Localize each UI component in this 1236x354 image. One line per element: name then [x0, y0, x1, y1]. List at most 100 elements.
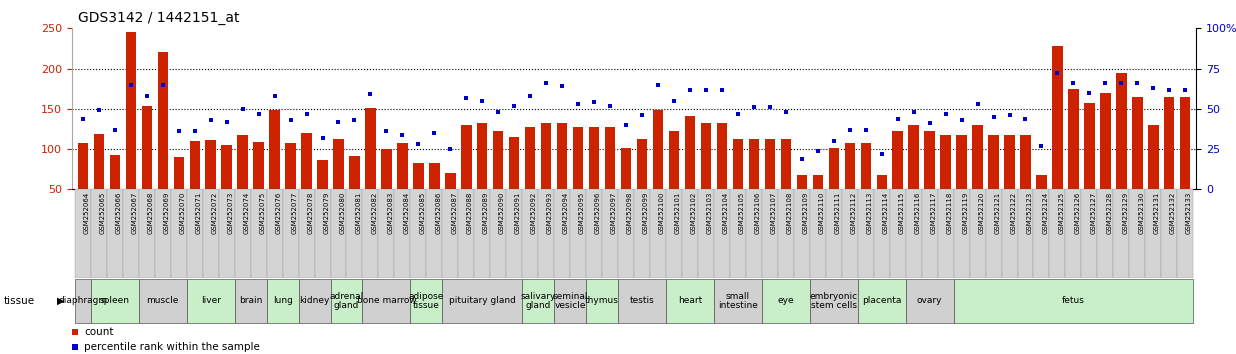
- Point: [936, 111, 955, 116]
- Text: GSM252081: GSM252081: [355, 192, 361, 234]
- Point: [371, 139, 391, 145]
- Text: GSM252090: GSM252090: [499, 192, 506, 234]
- Bar: [157, 52, 168, 189]
- Bar: [330, 279, 362, 323]
- Text: GSM252129: GSM252129: [1122, 192, 1128, 234]
- Bar: [187, 279, 235, 323]
- Point: [1095, 80, 1115, 86]
- Text: GSM252112: GSM252112: [850, 192, 857, 234]
- Bar: [362, 189, 378, 278]
- Bar: [475, 189, 491, 278]
- Point: [408, 142, 428, 147]
- Point: [744, 104, 764, 110]
- Text: heart: heart: [677, 296, 702, 306]
- Point: [313, 135, 332, 141]
- Bar: [314, 189, 330, 278]
- Point: [1032, 143, 1052, 149]
- Bar: [171, 189, 187, 278]
- Text: GSM252095: GSM252095: [578, 192, 585, 234]
- Text: GSM252084: GSM252084: [403, 192, 409, 234]
- Bar: [253, 142, 263, 189]
- Text: GSM252080: GSM252080: [340, 192, 345, 234]
- Bar: [330, 189, 346, 278]
- Bar: [1068, 89, 1079, 189]
- Bar: [714, 189, 730, 278]
- Point: [648, 82, 667, 87]
- Text: GSM252116: GSM252116: [915, 192, 921, 234]
- Bar: [299, 189, 314, 278]
- Bar: [761, 189, 777, 278]
- Bar: [203, 189, 219, 278]
- Point: [1143, 85, 1163, 91]
- Text: seminal
vesicle: seminal vesicle: [552, 292, 588, 310]
- Bar: [1098, 189, 1114, 278]
- Text: GSM252069: GSM252069: [163, 192, 169, 234]
- Text: GSM252096: GSM252096: [595, 192, 601, 234]
- Text: GSM252132: GSM252132: [1170, 192, 1177, 234]
- Bar: [126, 32, 136, 189]
- Bar: [235, 189, 251, 278]
- Point: [871, 151, 891, 157]
- Point: [73, 116, 93, 121]
- Text: testis: testis: [629, 296, 654, 306]
- Text: GSM252087: GSM252087: [451, 192, 457, 234]
- Text: GSM252068: GSM252068: [147, 192, 153, 234]
- Bar: [858, 189, 874, 278]
- Bar: [205, 140, 216, 189]
- Bar: [906, 279, 954, 323]
- Point: [248, 111, 268, 116]
- Point: [200, 117, 220, 123]
- Bar: [653, 110, 664, 189]
- Bar: [523, 189, 538, 278]
- Text: placenta: placenta: [861, 296, 901, 306]
- Bar: [350, 155, 360, 189]
- Bar: [666, 189, 682, 278]
- Text: GSM252088: GSM252088: [467, 192, 473, 234]
- Bar: [634, 189, 650, 278]
- Bar: [957, 136, 967, 189]
- Point: [472, 98, 492, 104]
- Bar: [1146, 189, 1162, 278]
- Bar: [507, 189, 523, 278]
- Text: GSM252079: GSM252079: [324, 192, 329, 234]
- Bar: [941, 136, 950, 189]
- Point: [520, 93, 540, 99]
- Text: diaphragm: diaphragm: [58, 296, 108, 306]
- Bar: [410, 279, 442, 323]
- Bar: [860, 143, 871, 189]
- Bar: [1049, 189, 1065, 278]
- Bar: [378, 189, 394, 278]
- Bar: [426, 189, 442, 278]
- Bar: [618, 189, 634, 278]
- Bar: [989, 136, 999, 189]
- Text: GSM252102: GSM252102: [691, 192, 697, 234]
- Bar: [299, 279, 330, 323]
- Text: kidney: kidney: [299, 296, 330, 306]
- Text: eye: eye: [777, 296, 795, 306]
- Text: GSM252077: GSM252077: [292, 192, 298, 234]
- Point: [792, 156, 812, 162]
- Bar: [761, 279, 810, 323]
- Text: GSM252086: GSM252086: [435, 192, 441, 234]
- Point: [121, 82, 141, 87]
- Bar: [442, 279, 523, 323]
- Point: [488, 109, 508, 115]
- Bar: [1033, 189, 1049, 278]
- Point: [1079, 90, 1099, 96]
- Bar: [973, 125, 983, 189]
- Point: [760, 104, 780, 110]
- Point: [440, 146, 460, 152]
- Bar: [138, 279, 187, 323]
- Text: GSM252120: GSM252120: [979, 192, 984, 234]
- Bar: [669, 131, 680, 189]
- Bar: [509, 137, 519, 189]
- Point: [232, 106, 252, 112]
- Bar: [75, 189, 91, 278]
- Bar: [602, 189, 618, 278]
- Bar: [586, 279, 618, 323]
- Bar: [969, 189, 985, 278]
- Point: [968, 101, 988, 107]
- Bar: [733, 139, 743, 189]
- Text: GSM252075: GSM252075: [260, 192, 266, 234]
- Bar: [459, 189, 475, 278]
